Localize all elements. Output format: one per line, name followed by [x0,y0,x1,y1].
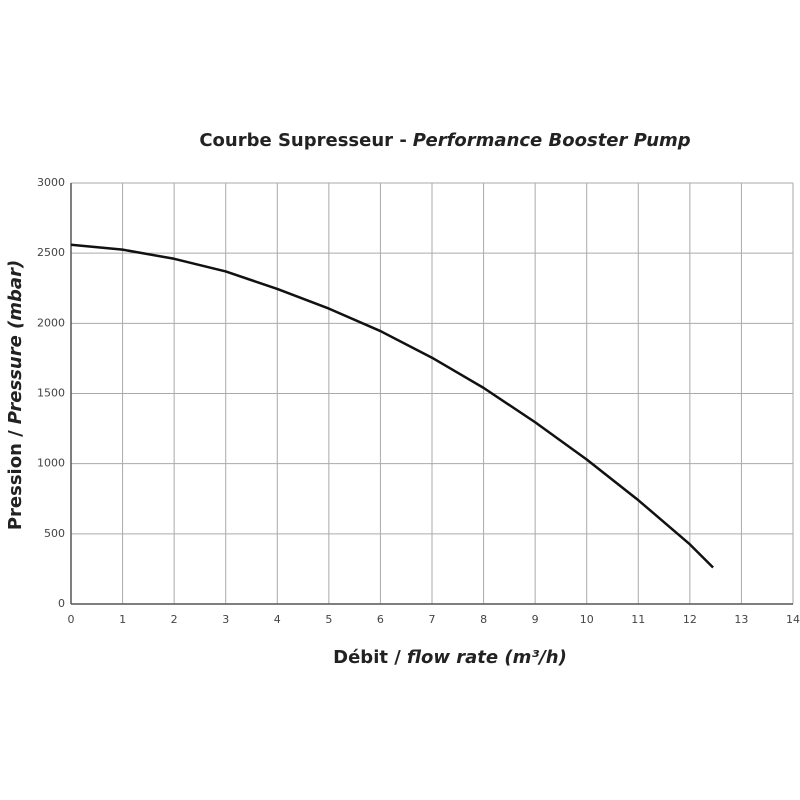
x-tick-label: 4 [274,613,281,626]
x-tick-label: 14 [786,613,800,626]
y-tick-label: 2000 [37,316,65,329]
x-tick-label: 10 [580,613,594,626]
x-tick-label: 9 [532,613,539,626]
x-tick-label: 5 [325,613,332,626]
x-tick-label: 2 [171,613,178,626]
x-tick-label: 11 [631,613,645,626]
y-tick-label: 1000 [37,457,65,470]
x-tick-label: 7 [429,613,436,626]
x-label-part: flow rate (m³/h) [407,647,567,668]
y-tick-label: 1500 [37,387,65,400]
x-tick-label: 1 [119,613,126,626]
data-line [70,243,714,569]
x-tick-label: 8 [480,613,487,626]
x-tick-label: 12 [683,613,697,626]
y-tick-label: 0 [58,597,65,610]
chart-title: Courbe Supresseur - Performance Booster P… [199,130,690,151]
x-tick-label: 13 [734,613,748,626]
y-tick-label: 500 [44,527,65,540]
title-part: Performance Booster Pump [413,130,691,151]
y-axis-label: Pression / Pressure (mbar) [5,260,26,530]
y-tick-label: 2500 [37,246,65,259]
y-label-part: Pression / [5,430,26,530]
y-label-part: Pressure (mbar) [5,260,26,424]
title-part: Courbe Supresseur - [199,130,406,151]
x-tick-label: 0 [68,613,75,626]
x-axis-label: Débit / flow rate (m³/h) [333,647,567,668]
x-label-part: Débit / [333,647,401,668]
y-tick-label: 3000 [37,176,65,189]
x-tick-label: 3 [222,613,229,626]
x-tick-label: 6 [377,613,384,626]
